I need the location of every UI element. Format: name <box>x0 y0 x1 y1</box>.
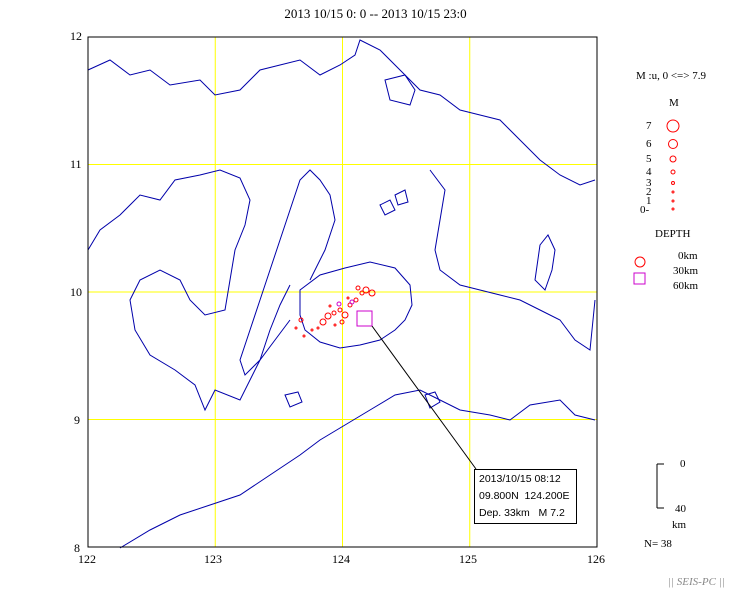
lat-label-9: 9 <box>74 413 80 427</box>
coastlines <box>87 39 596 549</box>
coast-mindanao <box>119 389 596 549</box>
lon-label-125: 125 <box>459 552 477 566</box>
event-marker-10 <box>362 286 370 294</box>
coast-camiguin <box>424 391 441 409</box>
depth-60km-symbol <box>633 272 646 285</box>
depth-level-30km: 30km <box>673 265 699 277</box>
coast-island-1 <box>384 74 416 106</box>
magnitude-header: M <box>669 97 679 109</box>
event-marker-17 <box>349 299 355 305</box>
event-marker-2 <box>319 318 327 326</box>
mainshock-leader-line <box>371 325 477 470</box>
depth-scale-unit: km <box>672 519 687 531</box>
mag-level-0: 0- <box>640 204 650 216</box>
event-marker-20 <box>310 328 314 332</box>
grid-lines <box>88 37 597 547</box>
lon-label-123: 123 <box>204 552 222 566</box>
map-frame <box>87 36 598 548</box>
mag-level-7: 7 <box>646 120 652 132</box>
magnitude-legend-circles <box>666 119 680 211</box>
event-marker-1 <box>294 326 298 330</box>
depth-header: DEPTH <box>655 228 691 240</box>
event-markers <box>294 285 376 338</box>
depth-level-0km: 0km <box>678 250 698 262</box>
mag-level-3: 3 <box>646 177 652 189</box>
lat-label-12: 12 <box>70 29 82 43</box>
event-marker-11 <box>368 289 376 297</box>
event-marker-4 <box>331 310 337 316</box>
event-count: N= 38 <box>644 538 672 550</box>
mag-level-1: 1 <box>646 195 652 207</box>
event-marker-13 <box>339 319 345 325</box>
coast-misc-1 <box>379 199 396 216</box>
event-marker-3 <box>324 312 332 320</box>
event-marker-19 <box>328 304 332 308</box>
coast-misc-2 <box>394 189 409 206</box>
coast-leyte-east <box>534 234 556 291</box>
depth-0km-symbol <box>634 256 646 268</box>
event-marker-18 <box>336 301 342 307</box>
event-marker-12 <box>355 285 361 291</box>
event-marker-14 <box>333 323 337 327</box>
mainshock-info-box: 2013/10/15 08:12 09.800N 124.200E Dep. 3… <box>474 469 577 524</box>
mainshock-datetime: 2013/10/15 08:12 <box>479 473 561 485</box>
event-marker-15 <box>316 326 320 330</box>
mainshock-coords: 09.800N 124.200E <box>479 490 570 502</box>
coast-north <box>87 39 596 186</box>
depth-scale-bar <box>656 463 664 509</box>
map-title: 2013 10/15 0: 0 -- 2013 10/15 23:0 <box>284 6 467 21</box>
footer-brand: || SEIS-PC || <box>668 576 725 588</box>
mag-level-4: 4 <box>646 166 652 178</box>
mag-level-2: 2 <box>646 186 652 198</box>
mainshock-marker <box>356 310 373 327</box>
lon-label-122: 122 <box>78 552 96 566</box>
event-marker-21 <box>302 334 306 338</box>
depth-level-60km: 60km <box>673 280 699 292</box>
lat-label-11: 11 <box>70 157 82 171</box>
lat-label-10: 10 <box>70 285 82 299</box>
event-marker-5 <box>337 307 343 313</box>
lon-label-124: 124 <box>332 552 350 566</box>
event-marker-0 <box>298 317 304 323</box>
depth-scale-top: 0 <box>680 458 686 470</box>
mainshock-depth-mag: Dep. 33km M 7.2 <box>479 507 565 519</box>
event-marker-16 <box>346 296 350 300</box>
coast-cebu <box>239 169 336 376</box>
coast-bohol <box>299 261 413 349</box>
lat-label-8: 8 <box>74 541 80 555</box>
mag-level-5: 5 <box>646 153 652 165</box>
event-marker-6 <box>341 311 349 319</box>
depth-scale-bottom: 40 <box>675 503 686 515</box>
lon-label-126: 126 <box>587 552 605 566</box>
event-marker-9 <box>359 290 365 296</box>
magnitude-range-label: M :u, 0 <=> 7.9 <box>636 70 706 82</box>
coast-leyte <box>429 169 596 351</box>
coast-siquijor <box>284 391 303 408</box>
mag-level-6: 6 <box>646 138 652 150</box>
coast-panay <box>87 169 291 412</box>
event-marker-8 <box>353 297 359 303</box>
